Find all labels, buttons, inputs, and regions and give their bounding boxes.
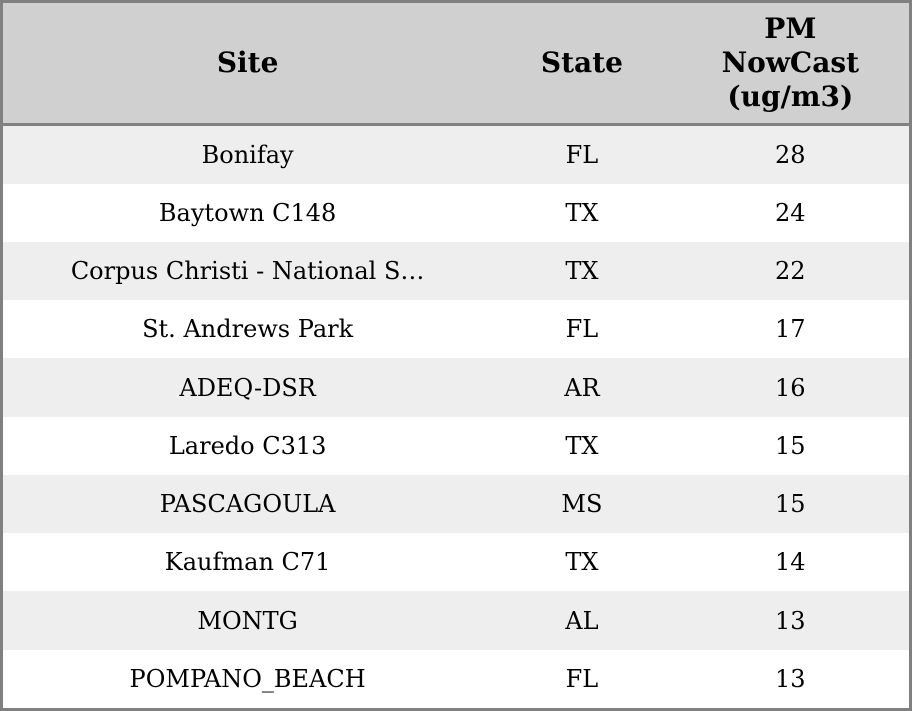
state-cell: FL [565, 315, 599, 344]
pm-value-cell: 16 [775, 373, 806, 402]
state-cell: TX [565, 431, 599, 460]
state-cell: AL [565, 606, 599, 635]
site-cell: Bonifay [201, 140, 294, 169]
column-header-site: Site [3, 3, 493, 126]
table-row: MONTG AL 13 [3, 591, 909, 650]
pm-header-line-1: PM [764, 12, 817, 46]
pm-value-cell: 17 [775, 315, 806, 344]
state-cell: MS [561, 490, 603, 519]
pm-header-line-2: NowCast [721, 45, 860, 79]
site-cell: ADEQ-DSR [179, 373, 316, 402]
site-cell: POMPANO_BEACH [129, 664, 366, 693]
pm-nowcast-table: Site State PM NowCast (ug/m3) Bonifay FL… [3, 3, 909, 708]
table-row: Bonifay FL 28 [3, 124, 909, 184]
state-cell: FL [565, 664, 599, 693]
state-cell: FL [565, 140, 599, 169]
pm-value-cell: 13 [775, 606, 806, 635]
site-cell: Laredo C313 [168, 431, 327, 460]
table-header: Site State PM NowCast (ug/m3) [3, 3, 909, 126]
table-row: Corpus Christi - National S… TX 22 [3, 241, 909, 301]
pm-value-cell: 15 [775, 431, 806, 460]
pm-header-line-3: (ug/m3) [727, 79, 854, 113]
table-row: PASCAGOULA MS 15 [3, 474, 909, 534]
state-cell: TX [565, 548, 599, 577]
table-row: Baytown C148 TX 24 [3, 183, 909, 242]
table-row: St. Andrews Park FL 17 [3, 300, 909, 359]
site-cell: PASCAGOULA [159, 490, 336, 519]
site-cell: St. Andrews Park [142, 315, 354, 344]
table-row: POMPANO_BEACH FL 13 [3, 649, 909, 708]
column-header-state: State [492, 3, 672, 126]
site-cell: Baytown C148 [158, 198, 337, 227]
site-cell: MONTG [197, 606, 298, 635]
table-row: Kaufman C71 TX 14 [3, 533, 909, 592]
state-cell: TX [565, 257, 599, 286]
pm-value-cell: 13 [775, 664, 806, 693]
table-row: Laredo C313 TX 15 [3, 416, 909, 475]
pm-value-cell: 22 [775, 257, 806, 286]
pm-value-cell: 14 [775, 548, 806, 577]
state-cell: AR [564, 373, 600, 402]
pm-value-cell: 28 [775, 140, 806, 169]
table-body: Bonifay FL 28 Baytown C148 TX 24 Corpus … [3, 124, 909, 708]
column-header-pm-nowcast: PM NowCast (ug/m3) [671, 3, 909, 126]
state-cell: TX [565, 198, 599, 227]
site-cell: Kaufman C71 [164, 548, 331, 577]
site-cell: Corpus Christi - National S… [70, 257, 425, 286]
table-row: ADEQ-DSR AR 16 [3, 358, 909, 417]
table-header-row: Site State PM NowCast (ug/m3) [3, 3, 909, 126]
pm-value-cell: 15 [775, 490, 806, 519]
pm-value-cell: 24 [775, 198, 806, 227]
